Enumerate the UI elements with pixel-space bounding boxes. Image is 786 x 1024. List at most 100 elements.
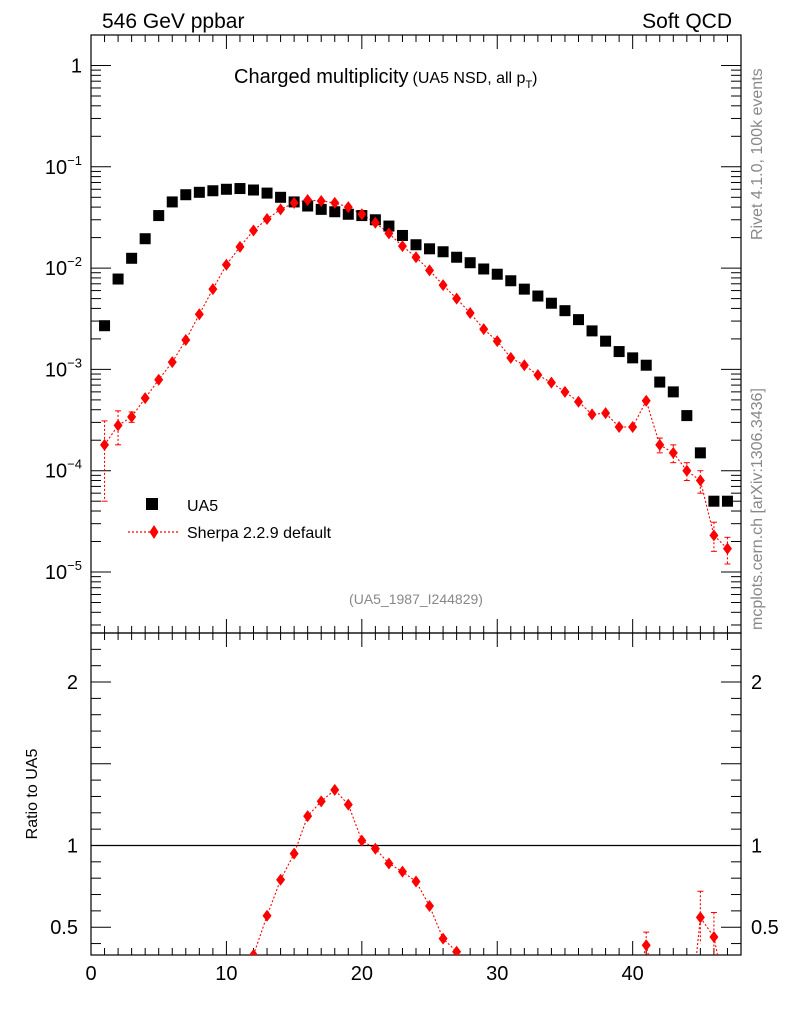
sherpa-point-1 (100, 438, 110, 451)
ua5-point-5 (153, 210, 165, 222)
y-tick-label-exp-0: −5 (67, 558, 82, 573)
ua5-point-34 (545, 297, 557, 309)
ua5-point-10 (220, 183, 232, 195)
sherpa-point-13 (262, 213, 272, 226)
sherpa-point-12 (249, 224, 258, 237)
ua5-point-45 (694, 447, 706, 459)
ua5-point-17 (315, 203, 327, 215)
sherpa-point-11 (235, 240, 245, 253)
sherpa-point-10 (221, 258, 231, 271)
ua5-point-4 (139, 233, 151, 245)
ua5-point-33 (532, 290, 544, 302)
ua5-point-40 (627, 352, 639, 364)
sherpa-point-19 (343, 201, 353, 214)
ratio-point-13 (262, 909, 272, 922)
sherpa-point-18 (330, 196, 340, 209)
chart-title-close: ) (532, 70, 537, 87)
sherpa-point-34 (546, 376, 556, 389)
sherpa-point-30 (492, 335, 502, 348)
ua5-point-3 (126, 252, 138, 264)
sherpa-point-47 (722, 542, 732, 555)
sherpa-point-27 (452, 292, 462, 305)
ratio-line-main (252, 789, 458, 955)
y-tick-label-exp-1: −4 (67, 457, 82, 472)
ua5-point-30 (491, 268, 503, 280)
chart-title: Charged multiplicity (UA5 NSD, all pT) (234, 66, 538, 91)
y-tick-label-base-2: 10 (45, 359, 67, 381)
mcplots-label: mcplots.cern.ch [arXiv:1306.3436] (749, 388, 766, 630)
ratio-tick-label-left-1: 1 (67, 835, 78, 857)
ua5-point-37 (586, 325, 598, 337)
ratio-point-20 (357, 834, 367, 847)
sherpa-point-8 (194, 308, 204, 321)
ua5-point-22 (383, 220, 395, 232)
sherpa-point-32 (519, 359, 529, 372)
sherpa-point-4 (140, 392, 150, 405)
ratio-point-24 (411, 875, 421, 888)
ua5-point-44 (681, 410, 693, 422)
legend: UA5 Sherpa 2.2.9 default (128, 498, 332, 542)
sherpa-point-41 (641, 394, 651, 407)
chart-title-sub: (UA5 NSD, all p (413, 70, 526, 87)
ratio-point-46 (709, 931, 719, 944)
ua5-point-28 (464, 257, 476, 269)
sherpa-point-16 (303, 194, 313, 207)
header-right-label: Soft QCD (642, 10, 732, 33)
sherpa-point-22 (384, 227, 394, 240)
ua5-point-23 (396, 229, 408, 241)
y-tick-label-base-5: 1 (71, 55, 82, 77)
legend-ua5-marker (146, 498, 158, 510)
sherpa-point-43 (668, 446, 678, 459)
sherpa-point-42 (655, 438, 665, 451)
ua5-point-41 (640, 359, 652, 371)
ratio-line-45 (695, 915, 719, 955)
analysis-id-label: (UA5_1987_I244829) (349, 591, 483, 607)
ua5-point-47 (721, 495, 733, 507)
sherpa-point-28 (465, 307, 475, 320)
y-tick-label-base-1: 10 (45, 461, 67, 483)
sherpa-point-44 (682, 464, 692, 477)
ua5-point-36 (573, 314, 584, 326)
ua5-point-12 (248, 184, 259, 196)
y-tick-label-base-4: 10 (45, 157, 67, 179)
ua5-point-2 (112, 273, 124, 285)
sherpa-point-45 (695, 474, 705, 487)
ratio-point-41 (641, 939, 651, 952)
sherpa-point-7 (181, 334, 191, 347)
ratio-point-45 (695, 911, 705, 924)
x-tick-label-0: 0 (85, 963, 96, 985)
ua5-point-43 (667, 386, 679, 398)
y-tick-label-0: 10−5 (45, 558, 82, 584)
y-tick-label-exp-2: −3 (67, 355, 82, 370)
sherpa-point-24 (411, 251, 421, 264)
sherpa-point-2 (113, 419, 123, 432)
ratio-point-17 (316, 795, 326, 808)
ratio-point-16 (303, 810, 313, 823)
sherpa-point-25 (425, 264, 435, 277)
ua5-point-26 (437, 246, 449, 258)
ua5-point-14 (275, 191, 287, 203)
y-tick-label-exp-4: −1 (67, 153, 82, 168)
y-tick-label-2: 10−3 (45, 355, 82, 381)
ratio-point-27 (452, 945, 462, 955)
ratio-point-26 (438, 932, 448, 945)
ua5-point-16 (302, 200, 314, 212)
ratio-point-12 (249, 949, 258, 955)
main-data-layer (99, 183, 733, 565)
ua5-point-39 (613, 346, 625, 358)
legend-ua5-label: UA5 (187, 498, 218, 515)
chart-title-main: Charged multiplicity (234, 66, 409, 88)
sherpa-point-6 (167, 356, 177, 369)
x-tick-label-3: 30 (486, 963, 508, 985)
x-tick-label-4: 40 (622, 963, 644, 985)
ua5-point-9 (207, 185, 219, 197)
ratio-tick-label-left-0: 0.5 (50, 917, 78, 939)
y-tick-label-exp-3: −2 (67, 254, 82, 269)
legend-sherpa-label: Sherpa 2.2.9 default (187, 525, 332, 542)
sherpa-point-15 (289, 196, 299, 209)
sherpa-point-9 (208, 283, 218, 296)
ua5-point-42 (654, 376, 666, 388)
ua5-point-35 (559, 305, 571, 317)
ratio-point-18 (330, 783, 340, 796)
